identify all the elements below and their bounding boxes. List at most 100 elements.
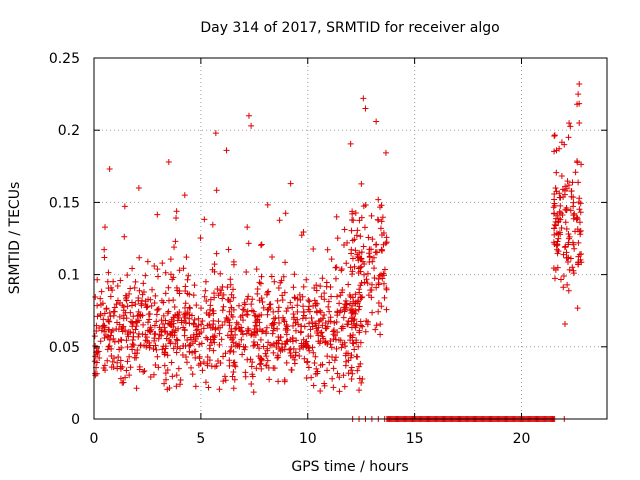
data-point <box>552 185 559 192</box>
data-point <box>101 335 108 342</box>
data-points <box>91 80 585 422</box>
data-point <box>173 284 180 291</box>
data-point <box>574 305 581 312</box>
data-point <box>332 275 339 282</box>
data-point <box>345 281 352 288</box>
data-point <box>351 236 358 243</box>
data-point <box>367 287 374 294</box>
data-point <box>151 337 158 344</box>
data-point <box>561 191 568 198</box>
data-point <box>233 325 240 332</box>
data-point <box>107 293 114 300</box>
data-point <box>290 284 297 291</box>
data-point <box>180 342 187 349</box>
data-point <box>129 302 136 309</box>
data-point <box>352 291 359 298</box>
data-point <box>126 372 133 379</box>
data-point <box>240 307 247 314</box>
data-point <box>551 210 558 217</box>
data-point <box>264 357 271 364</box>
data-point <box>239 306 246 313</box>
data-point <box>309 319 316 326</box>
data-point <box>371 265 378 272</box>
data-point <box>561 244 568 251</box>
data-point <box>140 368 147 375</box>
data-point <box>550 265 557 272</box>
data-point <box>577 200 584 207</box>
data-point <box>172 238 179 245</box>
data-point <box>197 234 204 241</box>
data-point <box>128 343 135 350</box>
data-point <box>353 353 360 360</box>
data-point <box>243 269 250 276</box>
data-point <box>243 330 250 337</box>
data-point <box>360 95 367 102</box>
data-point <box>362 105 369 112</box>
data-point <box>210 347 217 354</box>
data-point <box>320 335 327 342</box>
data-point <box>296 346 303 353</box>
data-point <box>183 254 190 261</box>
plot-frame <box>93 57 608 420</box>
data-point <box>111 338 118 345</box>
data-point <box>204 322 211 329</box>
data-point <box>198 305 205 312</box>
data-point <box>256 279 263 286</box>
data-point <box>345 370 352 377</box>
data-point <box>551 133 558 140</box>
data-point <box>343 301 350 308</box>
data-point <box>115 354 122 361</box>
data-point <box>116 346 123 353</box>
y-axis-label: SRMTID / TECUs <box>7 182 23 295</box>
data-point <box>207 302 214 309</box>
data-point <box>321 382 328 389</box>
data-point <box>177 377 184 383</box>
data-point <box>277 334 284 341</box>
data-point <box>101 328 108 335</box>
data-point <box>282 210 289 217</box>
data-point <box>369 236 376 243</box>
data-point <box>578 161 585 168</box>
data-point <box>132 301 139 308</box>
data-point <box>337 292 344 299</box>
data-point <box>202 379 209 386</box>
data-point <box>352 209 359 216</box>
data-point <box>131 284 138 291</box>
data-point <box>206 312 213 319</box>
data-point <box>330 328 337 335</box>
data-point <box>148 302 155 309</box>
data-point <box>104 333 111 340</box>
data-point <box>207 336 214 343</box>
data-point <box>171 244 178 251</box>
data-point <box>359 323 366 330</box>
data-point <box>567 123 574 130</box>
data-point <box>210 310 217 317</box>
data-point <box>258 356 265 363</box>
data-point <box>158 317 165 324</box>
data-point <box>162 376 169 383</box>
data-point <box>569 264 576 271</box>
data-point <box>206 345 213 352</box>
data-point <box>211 332 218 339</box>
data-point <box>179 351 186 358</box>
data-point <box>319 315 326 322</box>
data-point <box>271 278 278 285</box>
data-point <box>355 343 362 350</box>
data-point <box>248 301 255 308</box>
data-point <box>326 359 333 366</box>
data-point <box>242 343 249 350</box>
data-point <box>135 333 142 340</box>
data-point <box>339 323 346 330</box>
data-point <box>139 331 146 338</box>
data-point <box>301 323 308 330</box>
data-point <box>348 375 355 382</box>
data-point <box>555 215 562 222</box>
data-point <box>292 319 299 326</box>
x-tick-label: 5 <box>196 431 205 447</box>
data-point <box>382 240 389 247</box>
data-point <box>109 358 116 365</box>
data-point <box>275 354 282 361</box>
data-point <box>550 239 557 246</box>
data-point <box>369 258 376 265</box>
data-point <box>146 344 153 351</box>
